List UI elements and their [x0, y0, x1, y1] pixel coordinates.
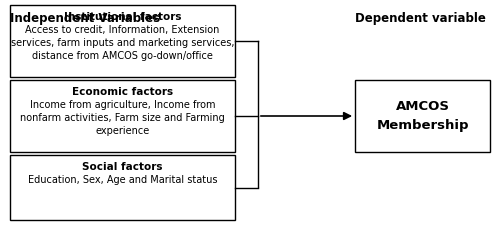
Bar: [10, 155, 235, 220]
Text: Social factors: Social factors: [82, 162, 163, 172]
Text: Access to credit, Information, Extension
services, farm inputs and marketing ser: Access to credit, Information, Extension…: [11, 25, 234, 61]
Text: Economic factors: Economic factors: [72, 87, 173, 97]
Text: Independent Variables: Independent Variables: [10, 12, 160, 25]
Text: Institutional factors: Institutional factors: [64, 12, 181, 22]
Bar: [10, 5, 235, 77]
Text: Education, Sex, Age and Marital status: Education, Sex, Age and Marital status: [28, 175, 217, 185]
Bar: [355, 80, 490, 152]
Text: Dependent variable: Dependent variable: [355, 12, 486, 25]
Bar: [10, 80, 235, 152]
Text: Income from agriculture, Income from
nonfarm activities, Farm size and Farming
e: Income from agriculture, Income from non…: [20, 100, 225, 136]
Text: AMCOS
Membership: AMCOS Membership: [376, 101, 469, 131]
